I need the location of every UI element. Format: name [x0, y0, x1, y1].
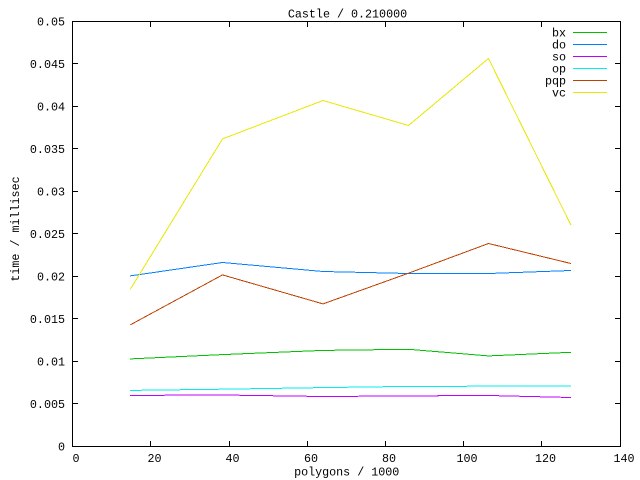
- svg-text:vc: vc: [552, 86, 566, 100]
- svg-text:bx: bx: [552, 26, 566, 40]
- svg-text:0.005: 0.005: [30, 398, 65, 412]
- svg-text:0.035: 0.035: [30, 143, 65, 157]
- svg-text:pqp: pqp: [545, 74, 566, 88]
- svg-text:time / millisec: time / millisec: [9, 176, 23, 281]
- svg-text:0.03: 0.03: [37, 185, 65, 199]
- svg-text:40: 40: [225, 452, 239, 466]
- svg-text:60: 60: [304, 452, 318, 466]
- svg-text:0: 0: [72, 452, 79, 466]
- svg-text:0.025: 0.025: [30, 228, 65, 242]
- svg-text:100: 100: [456, 452, 477, 466]
- svg-text:0.015: 0.015: [30, 313, 65, 327]
- svg-text:80: 80: [382, 452, 396, 466]
- svg-text:0.02: 0.02: [37, 270, 65, 284]
- svg-text:0: 0: [58, 440, 65, 454]
- svg-text:0.05: 0.05: [37, 15, 65, 29]
- svg-text:0.01: 0.01: [37, 355, 65, 369]
- svg-text:op: op: [552, 62, 566, 76]
- svg-text:so: so: [552, 50, 566, 64]
- svg-text:0.04: 0.04: [37, 100, 65, 114]
- svg-text:120: 120: [535, 452, 556, 466]
- svg-text:0.045: 0.045: [30, 58, 65, 72]
- svg-text:Castle / 0.210000: Castle / 0.210000: [288, 8, 407, 22]
- svg-text:20: 20: [147, 452, 161, 466]
- svg-text:140: 140: [613, 452, 634, 466]
- svg-text:polygons / 1000: polygons / 1000: [294, 466, 399, 480]
- svg-text:do: do: [552, 38, 566, 52]
